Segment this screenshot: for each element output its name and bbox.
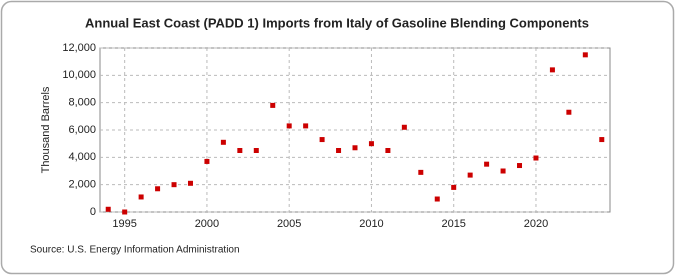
point: [138, 194, 144, 200]
source: Source: U.S. Energy Information Administ…: [30, 245, 240, 256]
chart-title: Annual East Coast (PADD 1) Imports from …: [85, 15, 589, 30]
point: [434, 196, 440, 202]
point: [533, 155, 539, 161]
y-tick-label: 6,000: [68, 124, 96, 136]
point: [582, 52, 588, 58]
y-tick-label: 10,000: [62, 69, 96, 81]
point: [171, 182, 177, 188]
point: [451, 184, 457, 190]
point: [319, 137, 325, 143]
point: [467, 172, 473, 178]
point: [368, 141, 374, 147]
point: [566, 109, 572, 115]
y-tick-label: 2,000: [68, 179, 96, 191]
x-tick-label: 2005: [277, 218, 301, 230]
x-tick-label: 2015: [441, 218, 465, 230]
point: [549, 67, 555, 73]
point: [599, 137, 605, 143]
point: [187, 180, 193, 186]
point: [484, 161, 490, 167]
x-tick-label: 2020: [524, 218, 548, 230]
point: [105, 206, 111, 212]
point: [253, 148, 259, 153]
point: [352, 145, 358, 151]
point: [122, 209, 128, 215]
point: [401, 124, 407, 130]
x-tick-label: 2000: [195, 218, 219, 230]
y-tick-label: 12,000: [62, 42, 96, 54]
point: [286, 123, 292, 129]
point: [237, 148, 243, 153]
point: [500, 168, 506, 174]
point: [385, 148, 391, 153]
point: [270, 102, 276, 108]
point: [517, 163, 523, 169]
point: [204, 158, 210, 164]
point: [155, 186, 161, 192]
point: [220, 139, 226, 145]
point: [418, 169, 424, 175]
y-tick-label: 4,000: [68, 151, 96, 163]
point: [336, 148, 342, 153]
y-tick-label: 8,000: [68, 97, 96, 109]
x-tick-label: 1995: [112, 218, 136, 230]
y-tick-label: 0: [90, 206, 96, 218]
y-axis-label: Thousand Barrels: [40, 86, 52, 173]
x-tick-label: 2010: [359, 218, 383, 230]
point: [303, 123, 309, 129]
